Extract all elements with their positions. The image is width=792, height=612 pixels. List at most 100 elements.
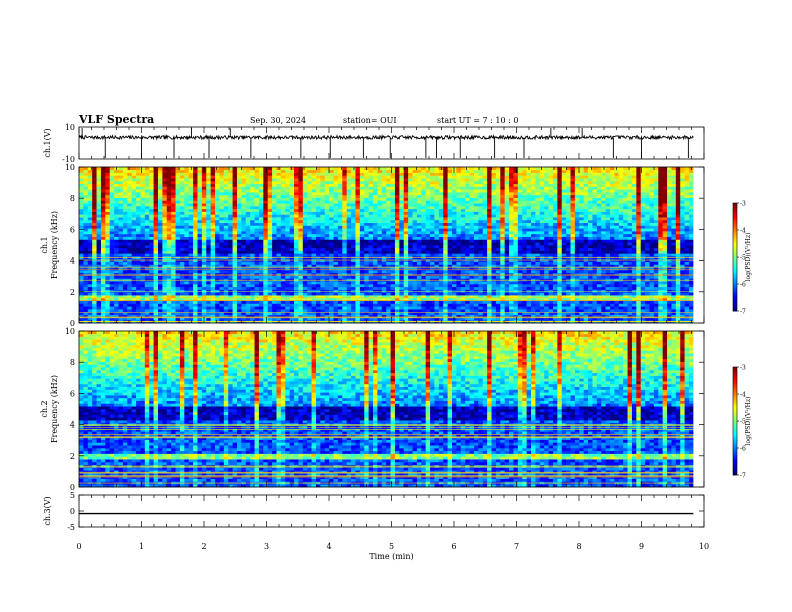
spectrogram-cell [320,309,326,313]
spectrogram-cell [434,253,440,257]
spectrogram-cell [83,272,89,276]
spectrogram-cell [421,317,426,321]
spectrogram-cell [355,258,361,263]
spectrogram-cell [267,300,273,304]
spectrogram-cell [566,264,571,268]
spectrogram-cell [175,250,181,254]
spectrogram-cell [627,286,633,290]
spectrogram-cell [465,233,470,237]
spectrogram-cell [526,281,532,285]
spectrogram-cell [517,231,523,235]
spectrogram-cell [302,233,308,237]
spectrogram-cell [531,270,536,274]
spectrogram-cell [434,267,440,271]
spectrogram-cell [583,236,589,240]
spectrogram-cell [105,292,111,296]
spectrogram-cell [294,231,299,235]
spectrogram-cell [680,228,685,232]
spectrogram-cell [601,295,606,299]
spectrogram-cell [544,267,549,271]
spectrogram-cell [425,261,431,265]
spectrogram-cell [623,258,628,263]
spectrogram-cell [114,303,119,307]
spectrogram-cell [351,297,356,302]
spectrogram-cell [386,245,391,249]
spectrogram-cell [333,289,339,293]
spectrogram-cell [465,247,470,251]
spectrogram-cell [254,297,260,302]
spectrogram-cell [136,231,141,235]
spectrogram-cell [447,275,453,279]
spectrogram-cell [342,297,347,302]
spectrogram-cell [280,311,286,315]
spectrogram-cell [548,250,554,254]
spectrogram-cell [438,253,444,257]
spectrogram-cell [263,261,268,265]
spectrogram-cell [513,272,519,276]
spectrogram-cell [631,231,637,235]
spectrogram-cell [627,236,633,240]
spectrogram-cell [465,281,470,285]
spectrogram-cell [434,261,440,265]
spectrogram-cell [136,314,141,318]
spectrogram-cell [280,250,286,254]
spectrogram-cell [399,245,405,249]
spectrogram-cell [452,303,457,307]
spectrogram-cell [127,239,132,243]
spectrogram-cell [118,300,124,304]
spectrogram-cell [583,258,589,263]
spectrogram-cell [149,303,154,307]
spectrogram-cell [662,284,668,288]
spectrogram-cell [100,306,106,310]
spectrogram-cell [601,258,606,263]
spectrogram-cell [201,236,207,240]
spectrogram-cell [197,309,203,313]
spectrogram-cell [425,314,431,318]
spectrogram-cell [324,233,330,237]
spectrogram-cell [592,267,598,271]
spectrogram-cell [381,270,387,274]
spectrogram-cell [228,281,233,285]
spectrogram-cell [434,297,440,302]
spectrogram-cell [596,236,602,240]
spectrogram-cell [241,289,247,293]
spectrogram-cell [114,306,119,310]
spectrogram-cell [566,236,571,240]
spectrogram-cell [157,275,163,279]
spectrogram-cell [320,267,326,271]
spectrogram-cell [245,297,251,302]
spectrogram-cell [399,300,405,304]
spectrogram-cell [267,281,273,285]
spectrogram-cell [254,317,260,321]
spectrogram-cell [390,225,396,229]
spectrogram-cell [487,242,492,246]
spectrogram-cell [351,231,356,235]
spectrogram-cell [298,275,304,279]
spectrogram-cell [513,303,519,307]
spectrogram-cell [588,281,593,285]
spectrogram-cell [469,250,475,254]
spectrogram-cell [342,225,347,229]
spectrogram-cell [109,247,115,251]
spectrogram-cell [443,309,448,313]
spectrogram-cell [447,267,453,271]
spectrogram-cell [131,225,137,229]
spectrogram-cell [636,303,642,307]
spectrogram-cell [438,317,444,321]
spectrogram-cell [179,250,185,254]
spectrogram-cell [544,292,549,296]
spectrogram-cell [175,253,181,257]
spectrogram-cell [522,303,527,307]
spectrogram-cell [579,303,584,307]
spectrogram-cell [298,264,304,268]
spectrogram-cell [329,309,334,313]
spectrogram-cell [491,242,497,246]
spectrogram-cell [645,245,650,249]
spectrogram-cell [149,236,154,240]
spectrogram-cell [285,261,290,265]
spectrogram-cell [302,253,308,257]
spectrogram-cell [342,300,347,304]
spectrogram-cell [574,267,580,271]
spectrogram-cell [425,270,431,274]
spectrogram-cell [588,239,593,243]
